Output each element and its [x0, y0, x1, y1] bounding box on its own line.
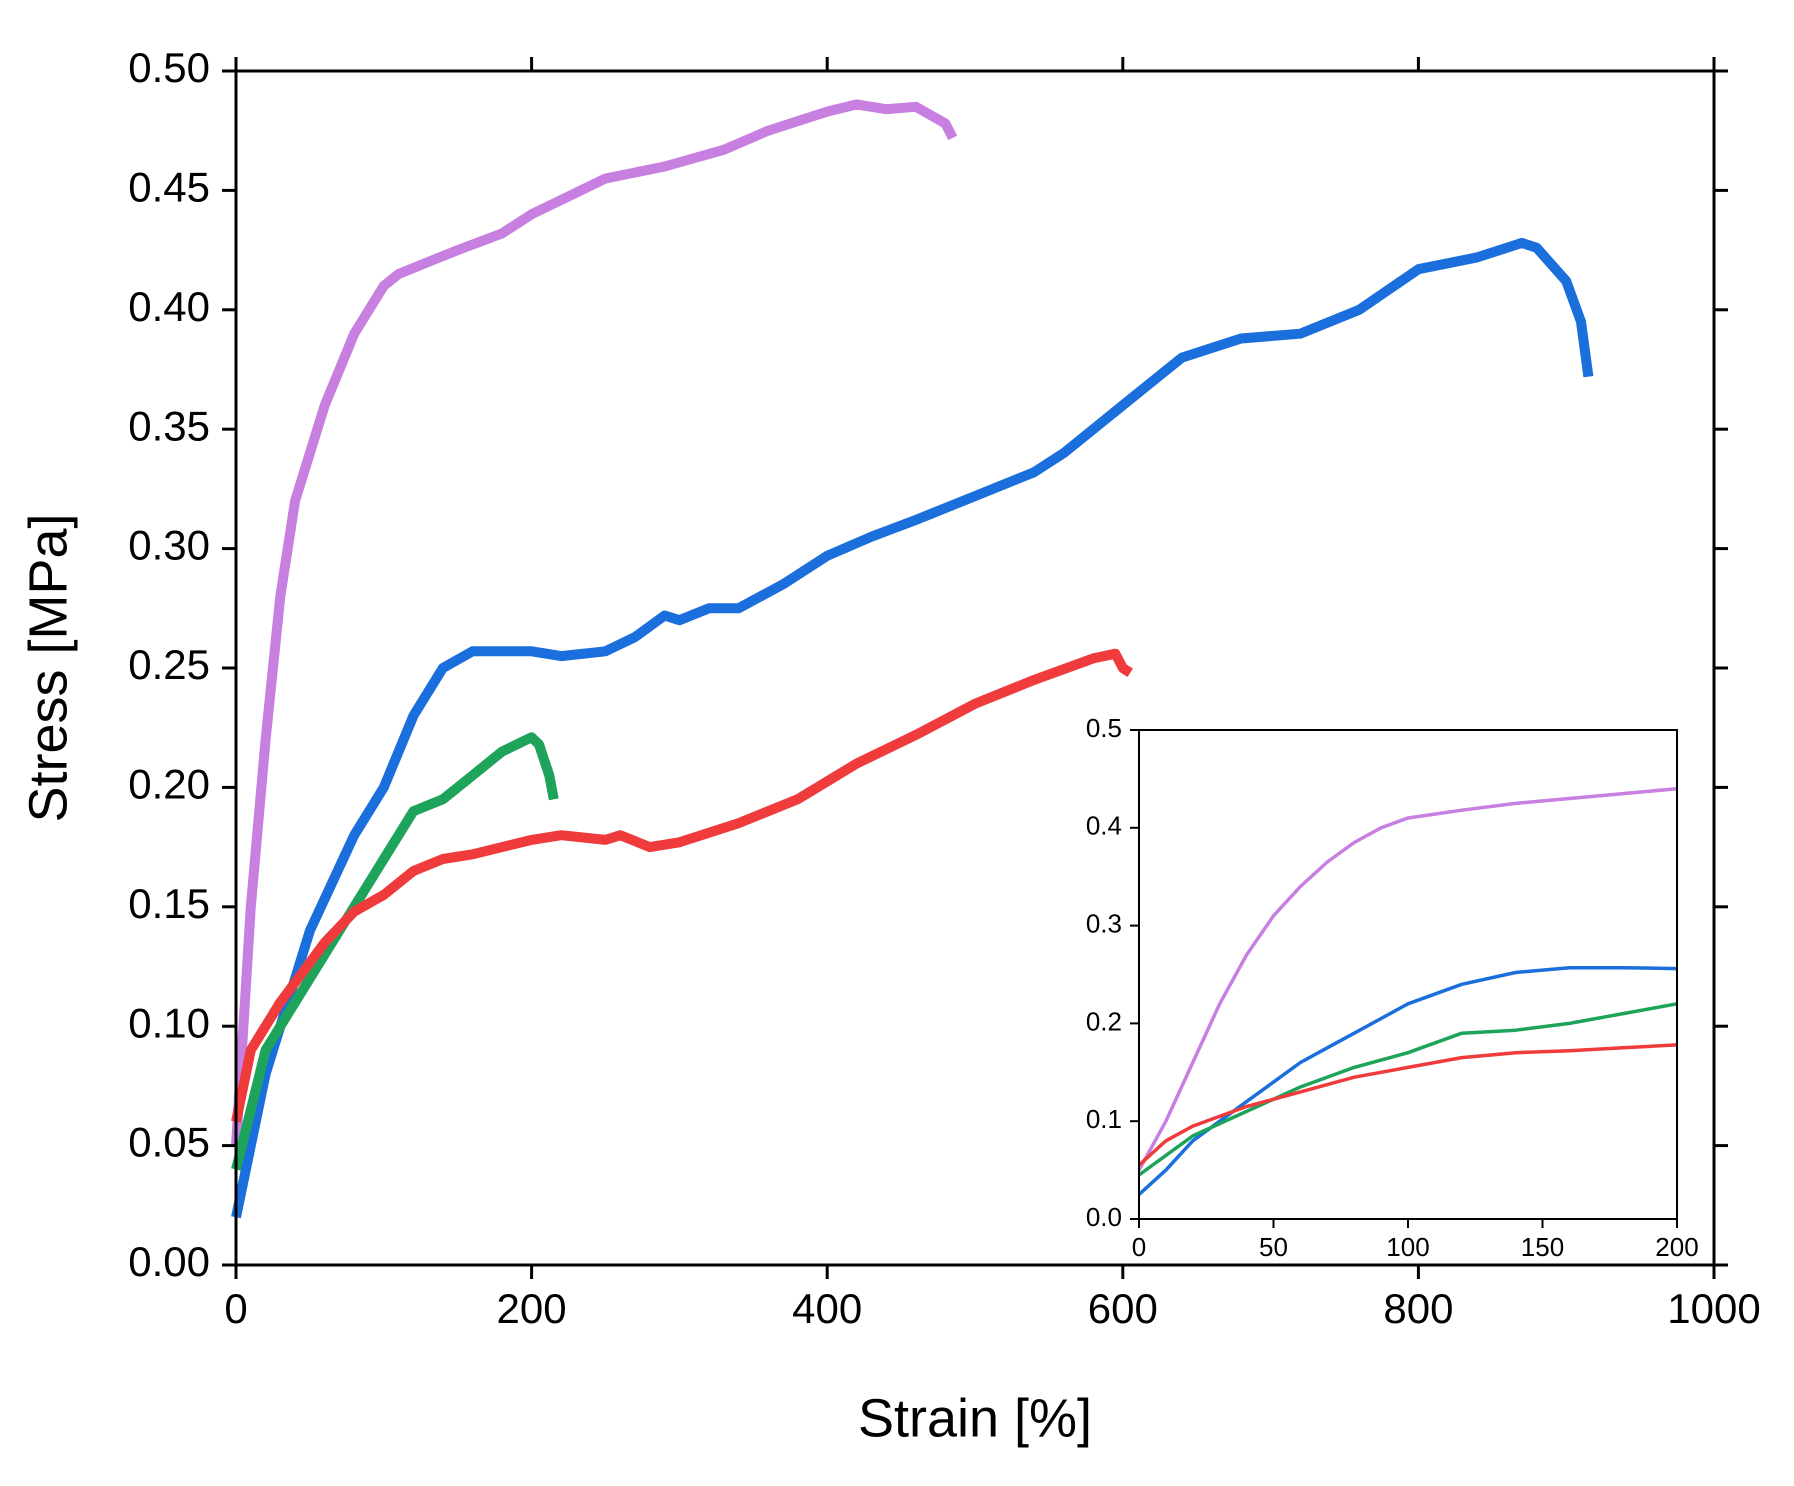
y-tick-label: 0.15: [128, 880, 210, 927]
x-tick-label: 0: [1132, 1232, 1146, 1262]
y-tick-label: 0.5: [1086, 713, 1122, 743]
y-tick-label: 0.0: [1086, 1202, 1122, 1232]
data-line: [231, 237, 1594, 1219]
y-tick-label: 0.10: [128, 999, 210, 1046]
y-tick-label: 0.45: [128, 163, 210, 210]
data-line: [231, 732, 559, 1171]
data-line: [231, 99, 958, 1146]
y-tick-label: 0.4: [1086, 811, 1122, 841]
data-line: [1137, 1043, 1678, 1167]
x-tick-label: 800: [1383, 1285, 1453, 1332]
y-tick-label: 0.40: [128, 283, 210, 330]
inset-background: [1139, 730, 1677, 1219]
x-tick-label: 600: [1088, 1285, 1158, 1332]
y-tick-label: 0.50: [128, 44, 210, 91]
y-axis-label: Stress [MPa]: [18, 513, 78, 822]
y-tick-label: 0.35: [128, 402, 210, 449]
y-tick-label: 0.00: [128, 1238, 210, 1285]
data-line: [1137, 786, 1678, 1171]
y-tick-label: 0.2: [1086, 1006, 1122, 1036]
y-tick-label: 0.20: [128, 760, 210, 807]
x-axis-label: Strain [%]: [858, 1388, 1092, 1448]
y-tick-label: 0.05: [128, 1119, 210, 1166]
x-tick-label: 200: [1655, 1232, 1698, 1262]
y-tick-label: 0.3: [1086, 908, 1122, 938]
x-tick-label: 200: [497, 1285, 567, 1332]
x-tick-label: 400: [792, 1285, 862, 1332]
data-line: [1137, 1002, 1678, 1177]
y-tick-label: 0.30: [128, 522, 210, 569]
y-tick-label: 0.1: [1086, 1104, 1122, 1134]
x-tick-label: 0: [224, 1285, 247, 1332]
x-tick-label: 1000: [1667, 1285, 1760, 1332]
y-tick-label: 0.25: [128, 641, 210, 688]
x-tick-label: 100: [1386, 1232, 1429, 1262]
x-tick-label: 50: [1259, 1232, 1288, 1262]
x-tick-label: 150: [1521, 1232, 1564, 1262]
data-line: [231, 648, 1133, 1123]
